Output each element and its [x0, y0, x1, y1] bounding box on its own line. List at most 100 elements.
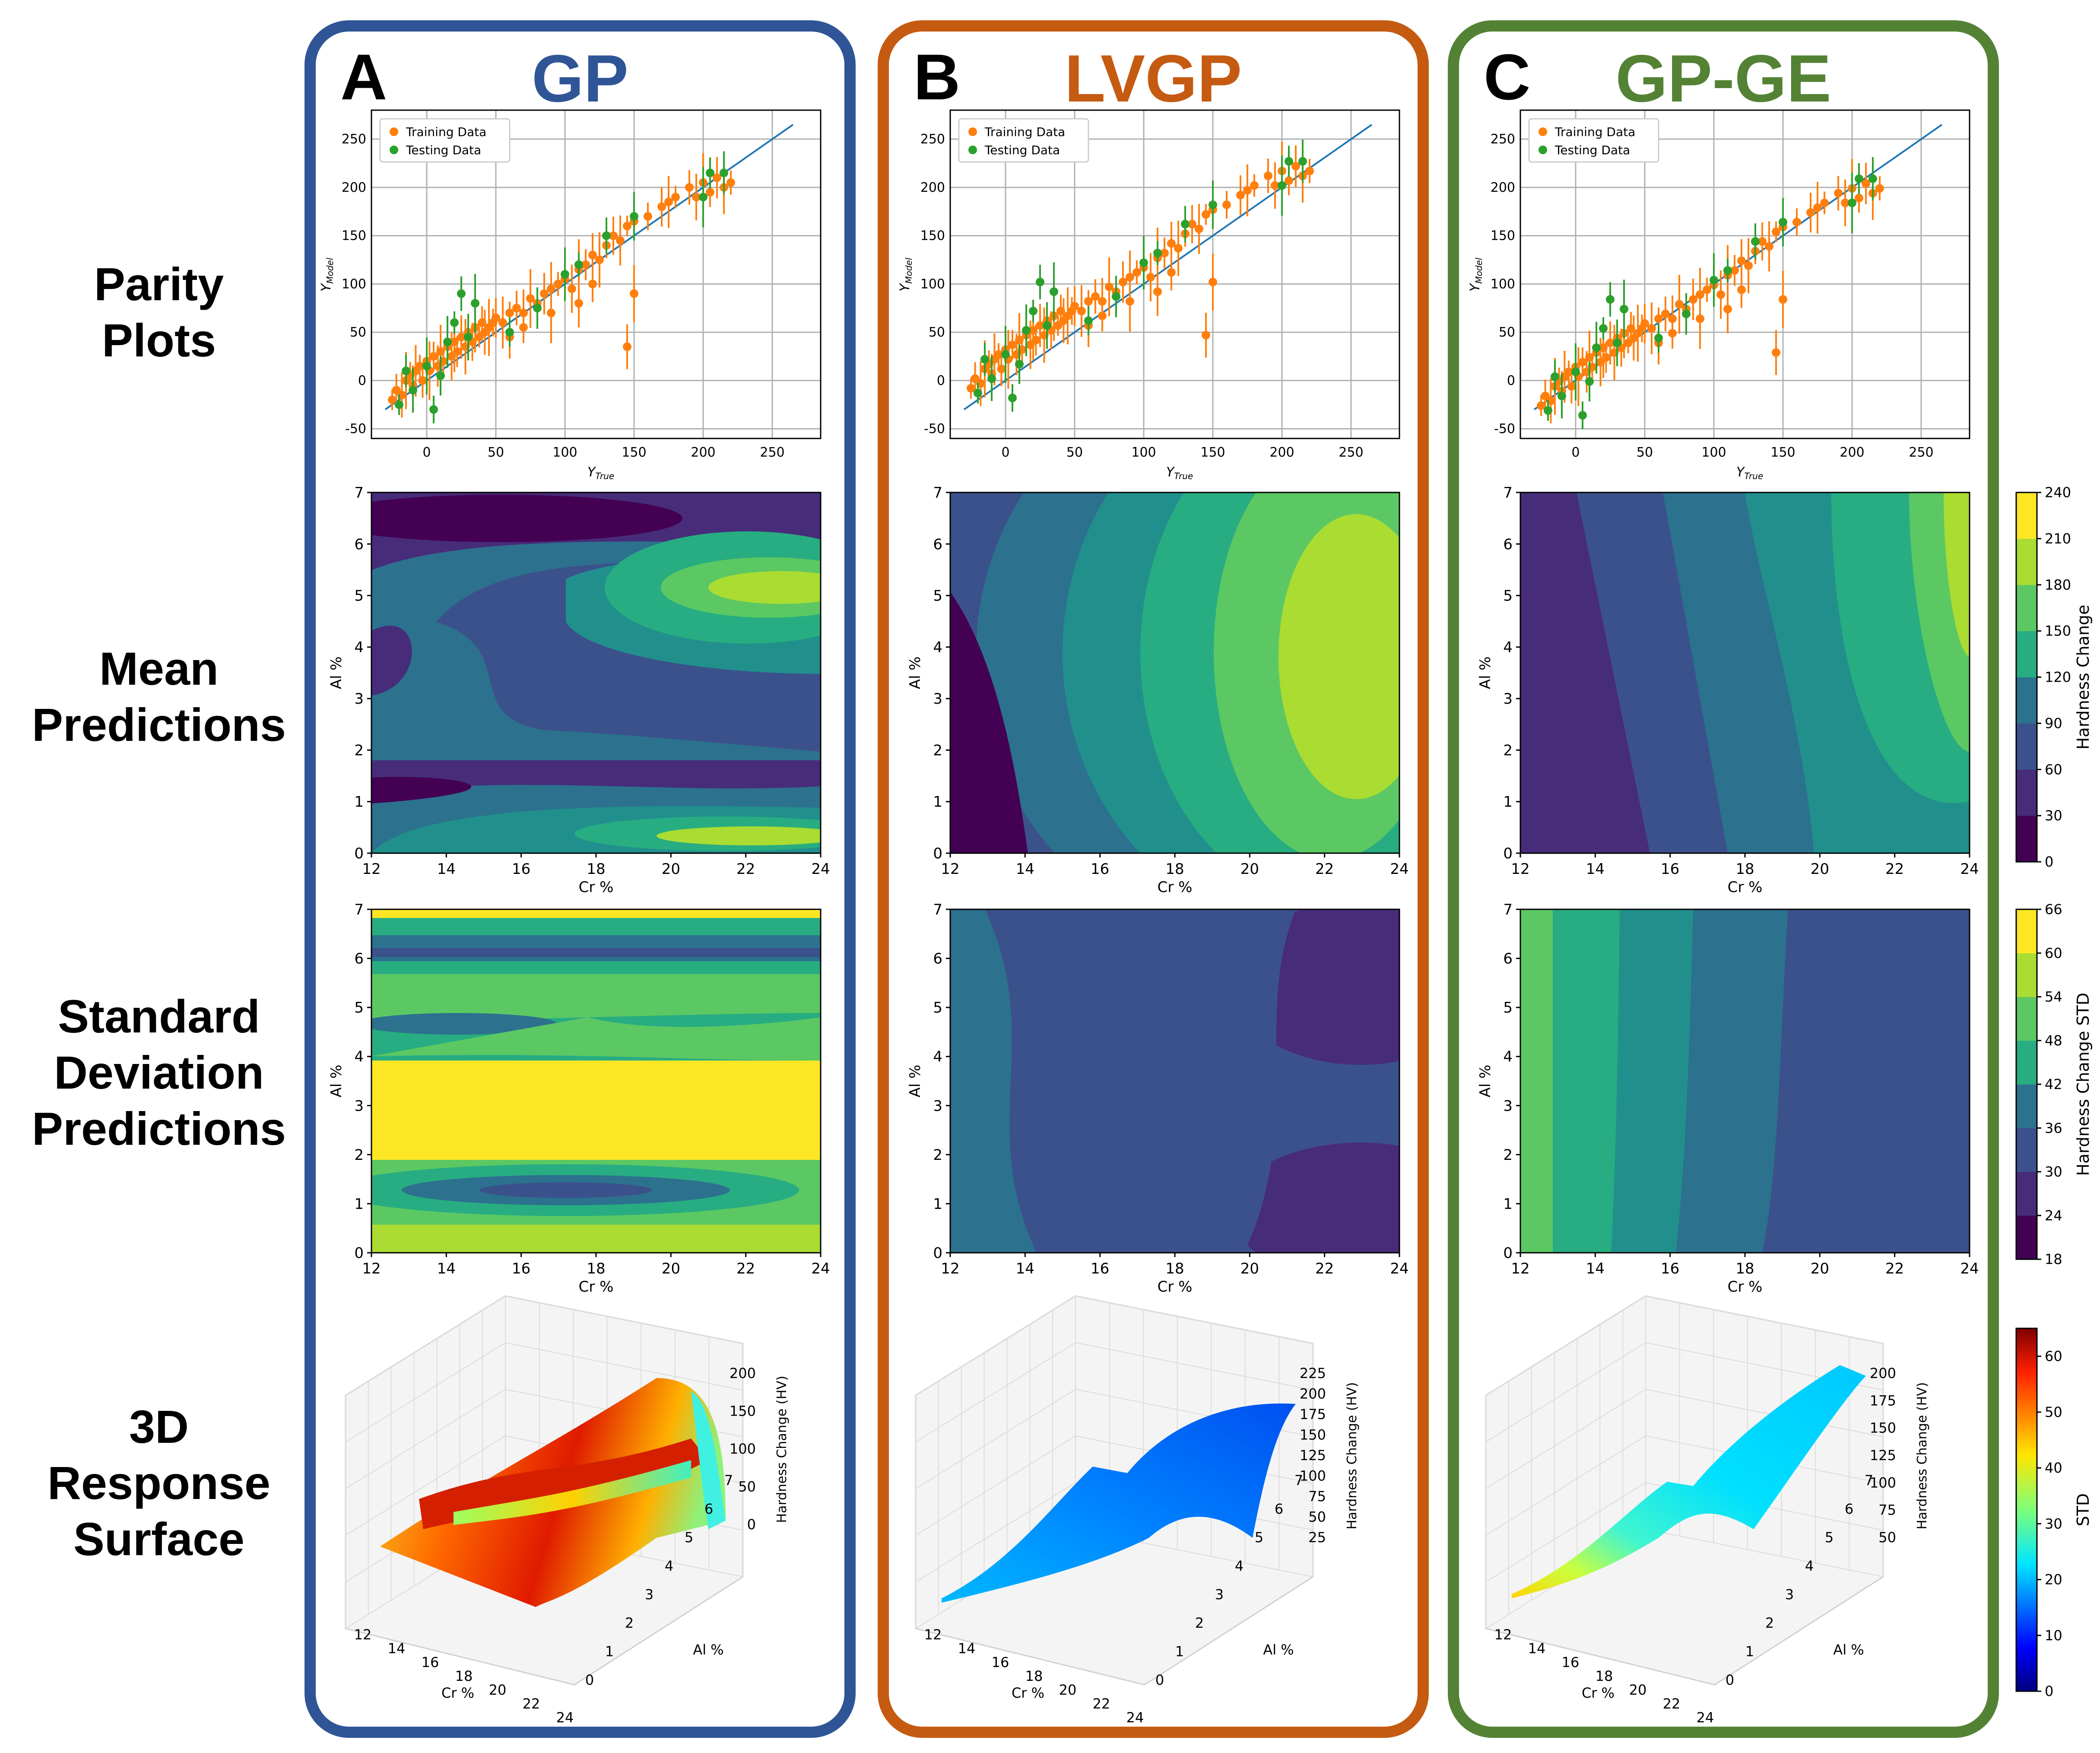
legend-box — [958, 118, 1089, 163]
training-point — [1567, 382, 1576, 391]
training-point — [1222, 200, 1231, 210]
y-tick-label: 6 — [1845, 1501, 1853, 1517]
x-tick-label: 14 — [1016, 1260, 1034, 1277]
x-tick-label: 20 — [489, 1682, 507, 1698]
contour-band — [371, 777, 471, 803]
y-tick-label: 3 — [645, 1586, 653, 1603]
gridline — [345, 1435, 506, 1536]
legend-training-marker — [390, 127, 398, 136]
gridline — [915, 1482, 1076, 1582]
y-tick-label: 5 — [1255, 1529, 1263, 1546]
testing-point — [1855, 174, 1863, 183]
training-point — [1070, 302, 1079, 311]
colorbar-tick-label: 54 — [2045, 989, 2062, 1005]
x-tick-label: 0 — [1571, 445, 1580, 460]
x-tick-label: 12 — [354, 1626, 372, 1643]
y-axis-label: Al % — [693, 1642, 723, 1658]
y-tick-label: 6 — [1275, 1501, 1283, 1517]
testing-point — [429, 405, 438, 414]
y-tick-label: 0 — [1507, 373, 1515, 388]
x-tick-label: 12 — [1511, 861, 1529, 878]
training-point — [457, 333, 466, 342]
parity-plot-a: 0 50 100 150 200 250 -50 0 50 100 150 200 250 Trainin… — [319, 109, 822, 481]
training-point — [429, 352, 438, 361]
legend-training-marker — [968, 127, 977, 136]
x-tick-label: 16 — [992, 1654, 1009, 1670]
y-tick-label: 100 — [342, 276, 366, 292]
training-point — [644, 212, 652, 221]
y-axis-label: Al % — [328, 1065, 345, 1098]
z-tick-label: 50 — [1308, 1509, 1326, 1525]
training-point — [1792, 218, 1801, 227]
row-label-line: Deviation — [54, 1046, 264, 1099]
training-point — [1772, 348, 1780, 357]
x-tick-label: 250 — [760, 445, 784, 460]
testing-point — [1036, 277, 1044, 286]
testing-point — [1682, 309, 1691, 318]
mean-colorbar: 0 30 60 90 120 150 180 210 240 Hardness Change — [2015, 484, 2093, 870]
training-point — [1271, 181, 1279, 190]
z-tick-label: 200 — [1870, 1365, 1896, 1381]
x-tick-label: 12 — [1494, 1626, 1512, 1643]
contour-band — [371, 948, 821, 957]
training-point — [1661, 309, 1670, 318]
training-point — [609, 231, 618, 240]
y-tick-label: 4 — [1503, 1048, 1513, 1066]
contour-band — [371, 1017, 821, 1061]
y-axis-label: Al % — [1477, 657, 1494, 689]
x-tick-label: 22 — [736, 1260, 755, 1277]
testing-point — [980, 355, 989, 364]
testing-point — [1050, 287, 1058, 296]
legend-testing-label: Testing Data — [406, 143, 481, 157]
gridline — [505, 1296, 743, 1344]
x-axis-label: Cr % — [1012, 1685, 1044, 1701]
contour-band — [371, 626, 412, 695]
contour-band — [1231, 1143, 1399, 1253]
testing-point — [987, 374, 996, 383]
x-tick-label: 16 — [422, 1654, 439, 1670]
z-tick-label: 50 — [1878, 1529, 1896, 1546]
x-tick-label: 20 — [1811, 1260, 1829, 1277]
y-tick-label: 7 — [354, 484, 364, 502]
y-tick-label: 5 — [685, 1529, 693, 1546]
z-tick-label: 50 — [738, 1479, 756, 1495]
x-tick-label: 20 — [1811, 861, 1829, 878]
training-point — [1202, 330, 1210, 340]
training-point — [1146, 273, 1155, 282]
training-point — [713, 173, 721, 182]
y-tick-label: 5 — [354, 999, 364, 1016]
z-tick-label: 75 — [1308, 1488, 1326, 1505]
colorbar-tick-label: 48 — [2045, 1032, 2062, 1049]
y-tick-label: 0 — [354, 845, 364, 862]
y-tick-label: 7 — [724, 1472, 733, 1489]
x-tick-label: 24 — [811, 1260, 830, 1277]
y-tick-label: 2 — [1503, 1146, 1513, 1164]
testing-point — [1298, 157, 1307, 166]
x-axis-label: YTrue — [1736, 465, 1763, 481]
contour-band — [950, 592, 1028, 853]
training-point — [492, 313, 500, 322]
testing-point — [443, 337, 452, 346]
z-tick-label: 150 — [1870, 1420, 1896, 1436]
training-point — [547, 308, 555, 318]
colorbar-tick-label: 0 — [2045, 854, 2053, 870]
testing-point — [1139, 258, 1148, 267]
testing-point — [1578, 411, 1587, 420]
testing-point — [720, 168, 728, 178]
testing-point — [1571, 367, 1580, 376]
z-tick-label: 100 — [1300, 1468, 1326, 1484]
gridline — [1075, 1296, 1313, 1344]
y-tick-label: 6 — [354, 950, 364, 968]
training-point — [657, 202, 666, 211]
training-point — [623, 342, 631, 351]
x-tick-label: 100 — [552, 445, 577, 460]
y-tick-label: 1 — [1175, 1643, 1184, 1660]
z-tick-label: 175 — [1300, 1406, 1326, 1423]
testing-point — [422, 362, 431, 371]
y-tick-label: 1 — [1503, 1195, 1513, 1213]
y-tick-label: 3 — [1785, 1586, 1794, 1603]
x-tick-label: 24 — [1126, 1709, 1144, 1726]
gridline — [1485, 1435, 1646, 1536]
training-point — [418, 376, 427, 385]
